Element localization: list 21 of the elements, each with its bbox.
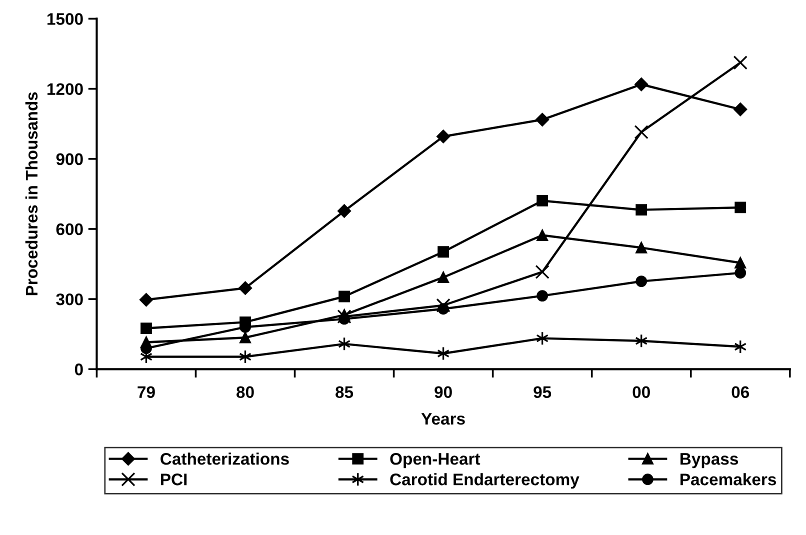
x-tick-label: 90 [434, 386, 452, 398]
legend-label: Carotid Endarterectomy [390, 473, 580, 489]
x-tick-label: 80 [236, 386, 254, 398]
legend-label: Bypass [680, 453, 738, 468]
x-tick-label: 85 [336, 386, 354, 398]
legend-label: Open-Heart [390, 453, 480, 468]
y-tick-label: 300 [56, 293, 83, 306]
x-tick-label: 06 [732, 386, 750, 398]
legend-label: Pacemakers [680, 473, 776, 486]
x-axis-title: Years [421, 413, 465, 425]
y-tick-label: 1500 [48, 13, 83, 25]
y-tick-label: 1200 [48, 83, 83, 96]
y-tick-label: 0 [74, 364, 83, 376]
x-tick-label: 95 [534, 386, 552, 398]
x-tick-label: 79 [138, 386, 155, 398]
x-tick-label: 00 [632, 386, 650, 398]
legend-label: Catheterizations [160, 452, 289, 465]
y-axis-title: Procedures in Thousands [25, 92, 38, 296]
legend-label: PCI [161, 474, 187, 486]
y-tick-label: 900 [56, 153, 83, 166]
y-tick-label: 600 [56, 223, 83, 236]
